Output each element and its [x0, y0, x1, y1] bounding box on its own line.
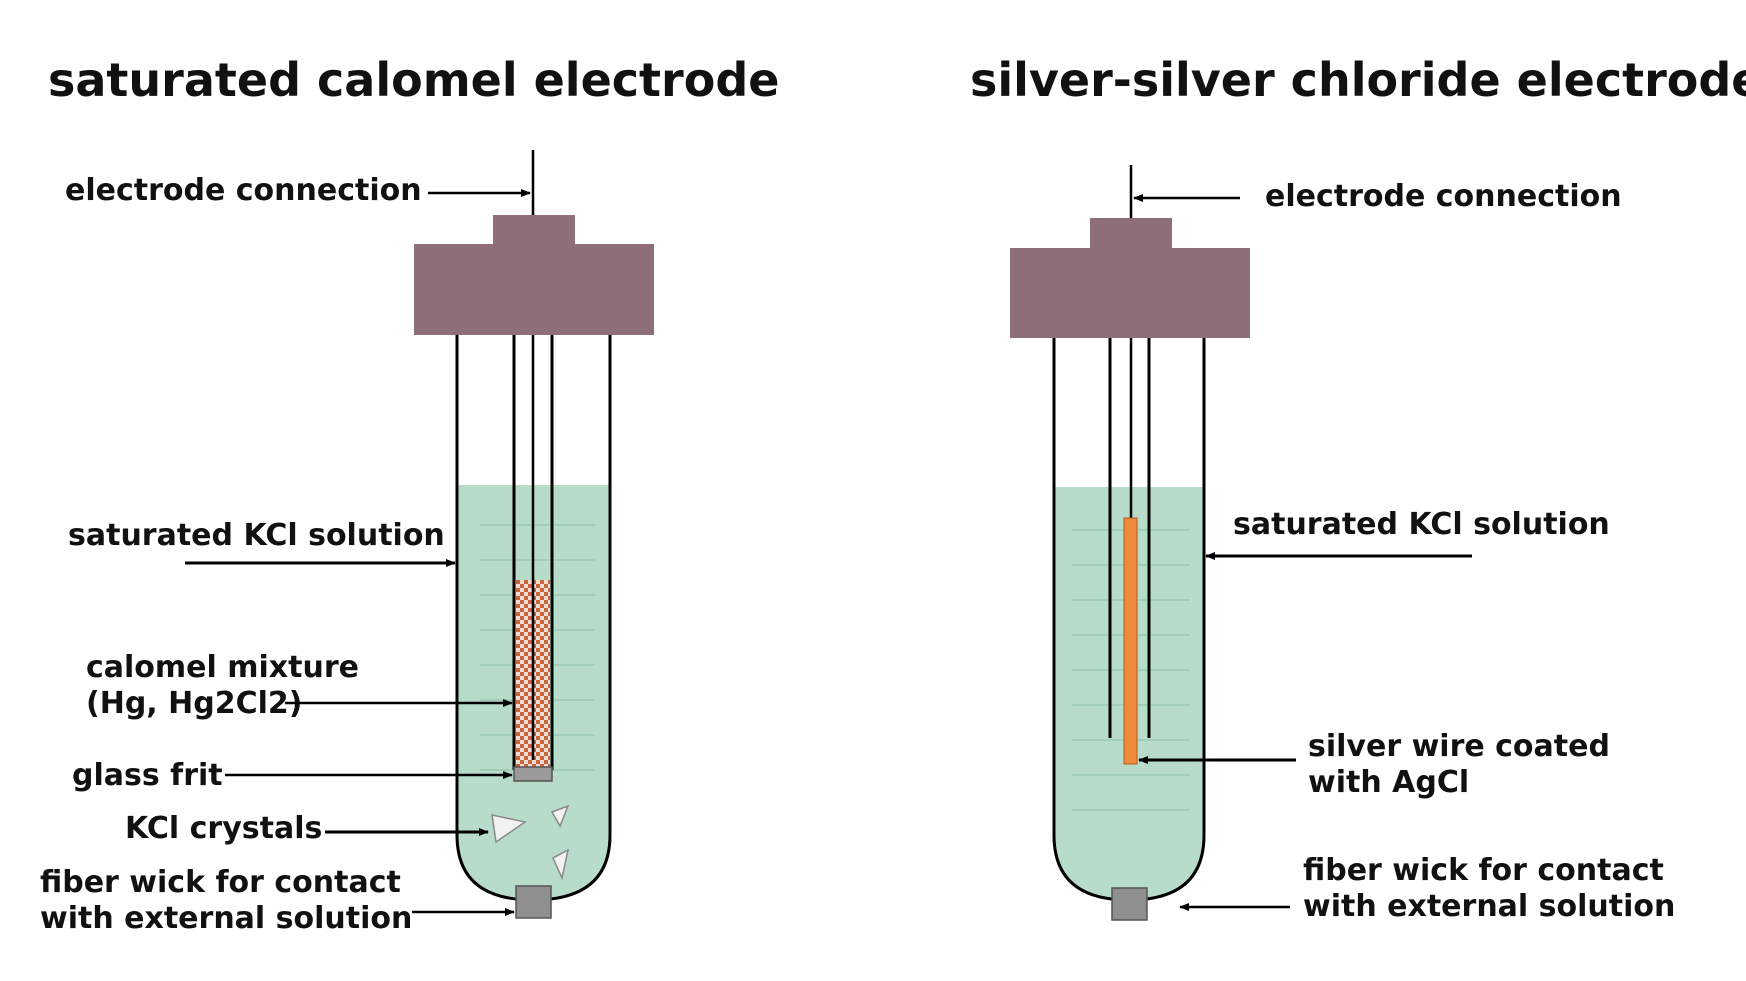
silver-connection-label: electrode connection [1265, 179, 1622, 214]
silver-cap-top [1090, 218, 1172, 248]
calomel-title: saturated calomel electrode [48, 53, 779, 107]
calomel-wick-label-1: fiber wick for contact [40, 865, 401, 900]
calomel-mixture-label-2: (Hg, Hg2Cl2) [86, 686, 302, 721]
calomel-mixture-label-1: calomel mixture [86, 650, 359, 685]
calomel-kcl-label: saturated KCl solution [68, 518, 445, 553]
calomel-cap-top [493, 215, 575, 245]
silver-fiber-wick [1111, 887, 1148, 921]
glass-frit-label: glass frit [72, 758, 223, 793]
silver-wire-label-2: with AgCl [1308, 765, 1469, 800]
calomel-electrode: saturated calomel electrode [40, 53, 779, 936]
calomel-fiber-wick [515, 885, 552, 919]
calomel-wick-label-2: with external solution [40, 901, 412, 936]
calomel-connection-label: electrode connection [65, 173, 422, 208]
kcl-crystal [552, 848, 570, 881]
silver-wire-agcl [1123, 517, 1138, 765]
kcl-crystals-label: KCl crystals [125, 811, 322, 846]
silver-wire-label-1: silver wire coated [1308, 729, 1610, 764]
silver-title: silver-silver chloride electrode [970, 53, 1746, 107]
silver-wick-label-1: fiber wick for contact [1303, 853, 1664, 888]
calomel-cap [414, 244, 654, 335]
silver-kcl-label: saturated KCl solution [1233, 507, 1610, 542]
silver-chloride-electrode: silver-silver chloride electrode [970, 53, 1746, 924]
silver-cap [1010, 248, 1250, 338]
kcl-crystal [550, 804, 570, 828]
glass-frit [513, 766, 553, 782]
kcl-crystal [491, 814, 527, 844]
silver-wick-label-2: with external solution [1303, 889, 1675, 924]
